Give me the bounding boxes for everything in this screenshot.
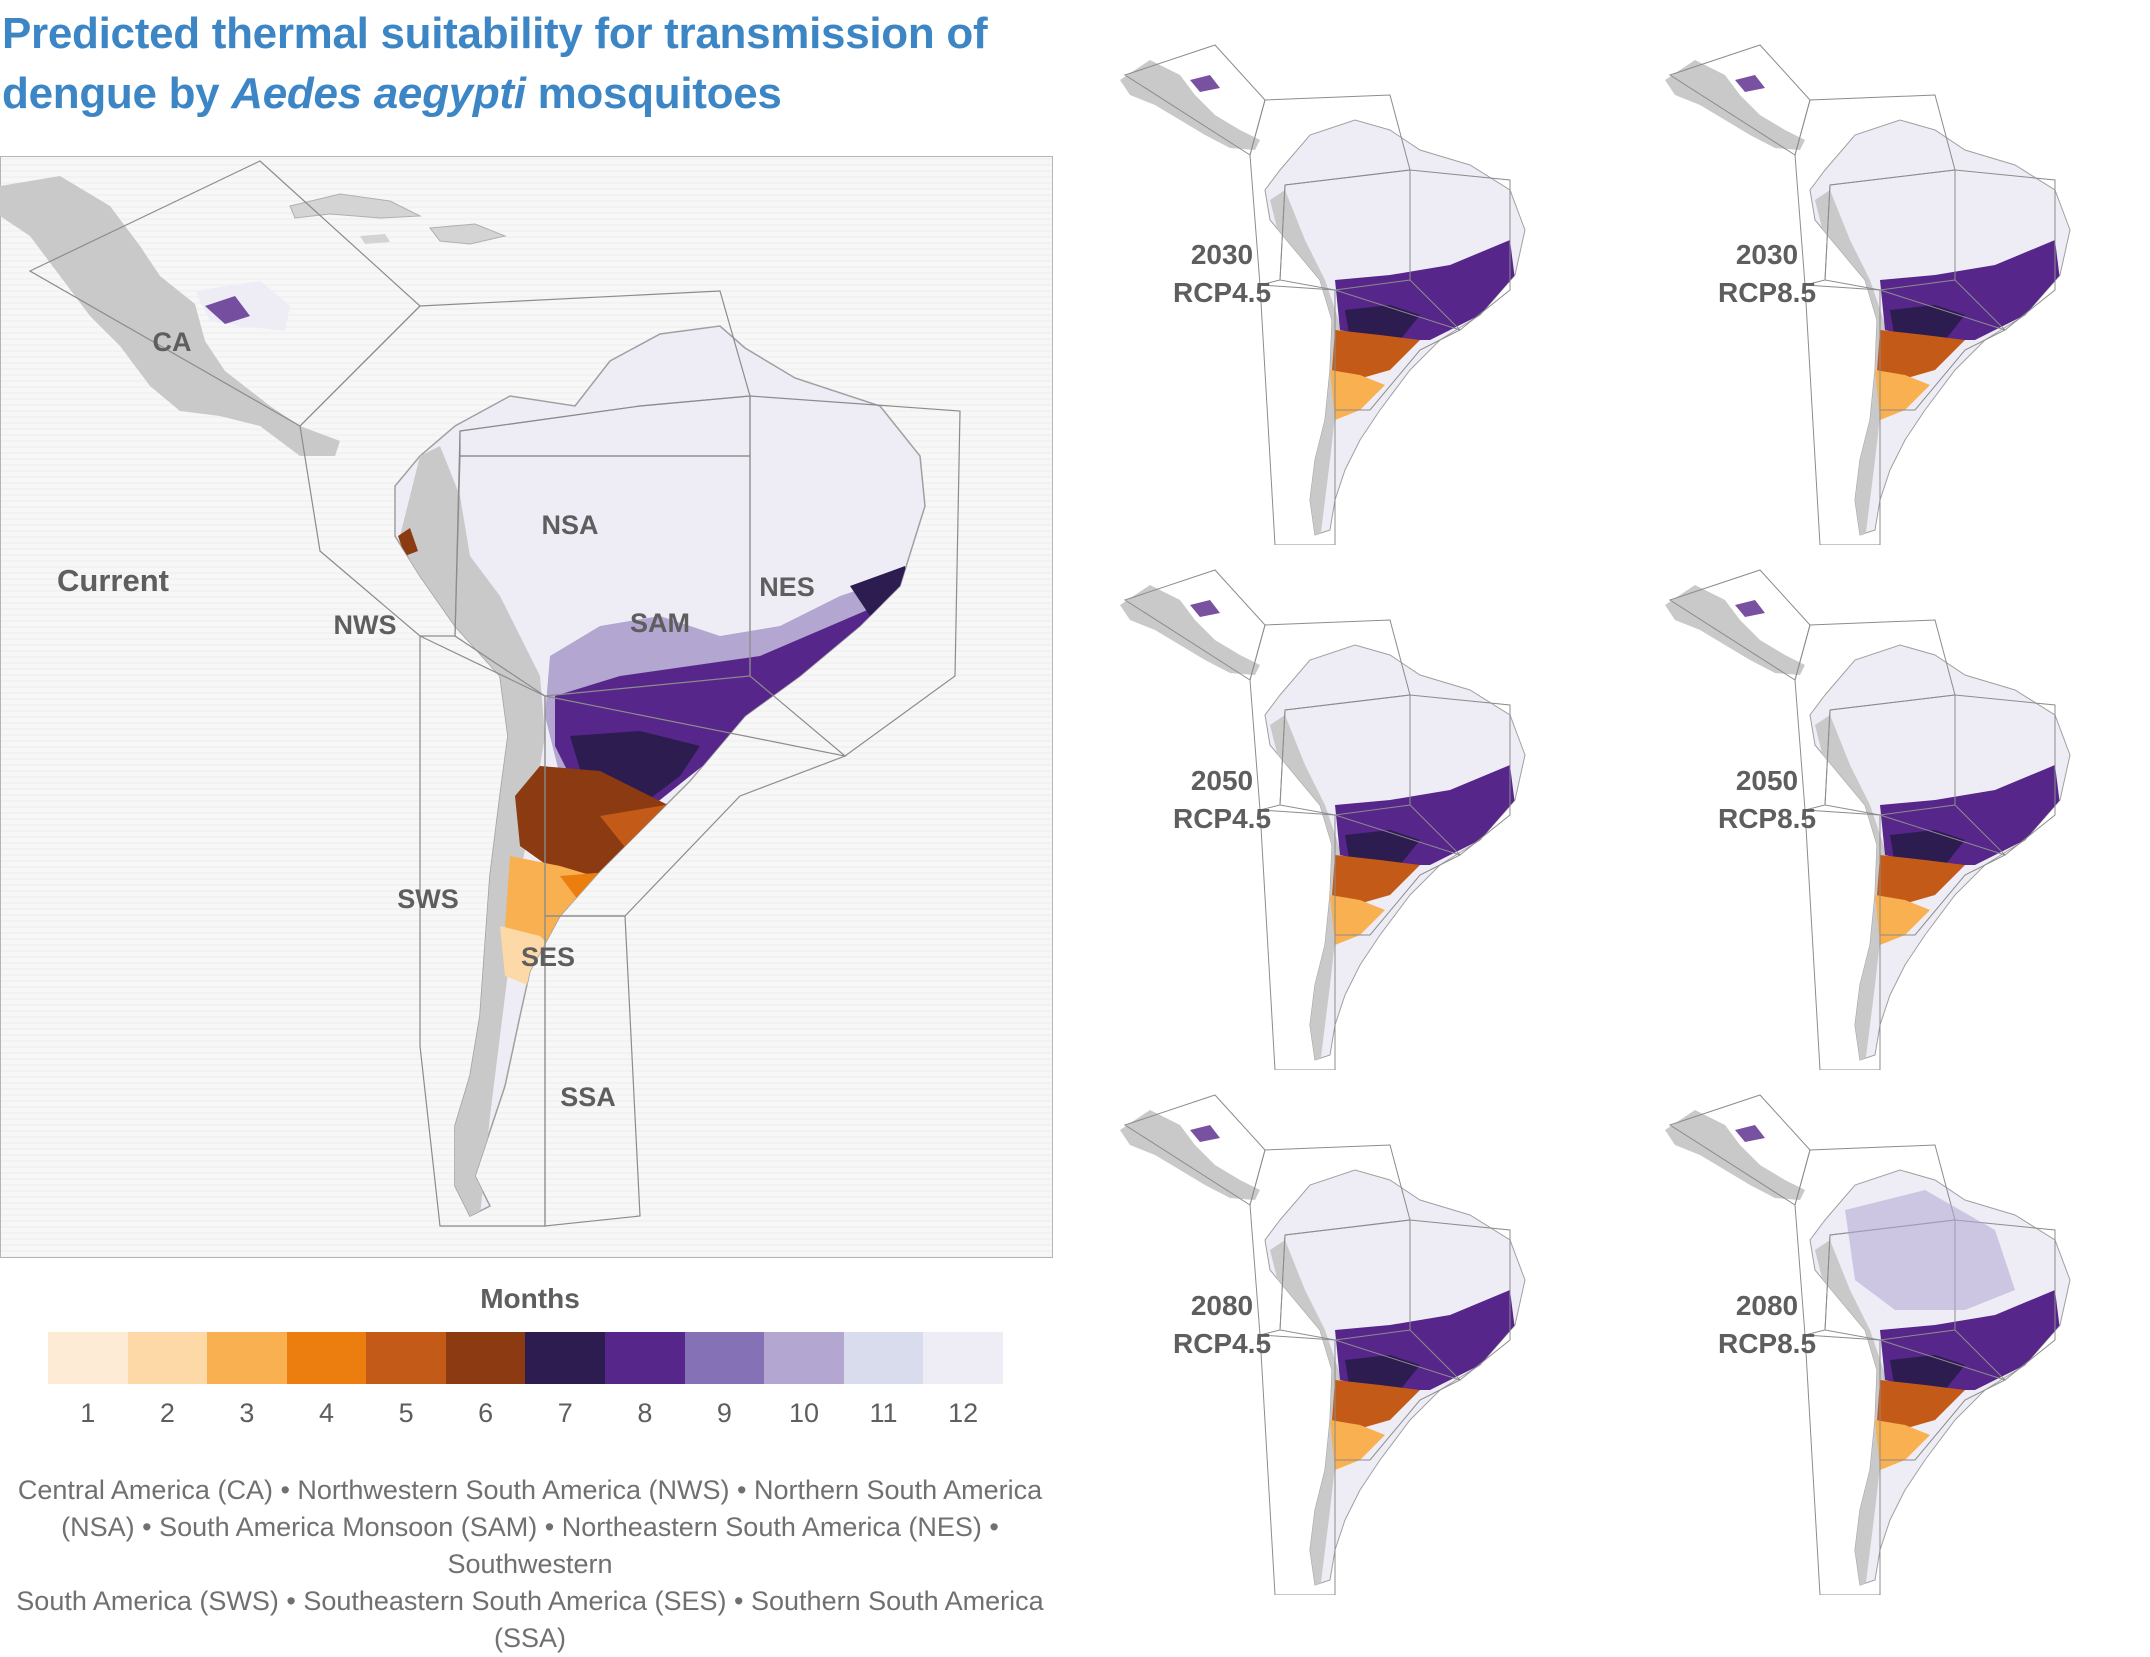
region-label-ses: SES: [521, 942, 575, 972]
region-label-ca: CA: [153, 327, 192, 357]
scenario-label-2030-rcp45: 2030 RCP4.5: [1172, 239, 1272, 308]
legend-swatch-12: [923, 1332, 1003, 1384]
legend-tick-label: 3: [239, 1398, 255, 1428]
hispaniola-island: [429, 223, 507, 245]
caption-line-3: South America (SWS) • Southeastern South…: [16, 1586, 1044, 1653]
scenario-label-2050-rcp85: 2050 RCP8.5: [1717, 765, 1817, 834]
title-line-2: dengue by Aedes aegypti mosquitoes: [2, 69, 782, 118]
region-outlines: [28, 160, 961, 1227]
legend-tick-label: 12: [948, 1398, 979, 1428]
legend-tick-label: 8: [637, 1398, 653, 1428]
region-label-nes: NES: [759, 572, 815, 602]
legend-tick-label: 4: [319, 1398, 335, 1428]
legend-swatch-2: [127, 1332, 208, 1384]
legend-swatch-7: [525, 1332, 606, 1384]
region-label-nsa: NSA: [541, 510, 598, 540]
caption-line-2: (NSA) • South America Monsoon (SAM) • No…: [61, 1512, 999, 1579]
legend-tick-label: 7: [557, 1398, 573, 1428]
legend-tick-label: 11: [869, 1398, 898, 1428]
cuba-island: [289, 193, 422, 219]
legend-tick-label: 10: [788, 1398, 820, 1428]
legend-swatch-3: [207, 1332, 287, 1384]
figure-title: Predicted thermal suitability for transm…: [2, 4, 1062, 124]
legend-tick-label: 6: [478, 1398, 494, 1428]
legend-tick-label: 5: [398, 1398, 414, 1428]
legend-tick-label: 2: [159, 1398, 175, 1428]
legend-title: Months: [480, 1283, 580, 1314]
legend-ticks: 1 2 3 4 5 6 7 8 9 10 11 12: [48, 1398, 1003, 1434]
legend-swatch-4: [286, 1332, 367, 1384]
legend-colorbar: [48, 1332, 1003, 1384]
scenario-label-2050-rcp45: 2050 RCP4.5: [1172, 765, 1272, 834]
legend-tick-label: 1: [80, 1398, 96, 1428]
legend-swatch-1: [48, 1332, 128, 1384]
legend-tick-label: 9: [716, 1398, 732, 1428]
legend-swatch-9: [684, 1332, 765, 1384]
legend-swatch-11: [843, 1332, 924, 1384]
legend-swatch-10: [764, 1332, 844, 1384]
period-label-current: Current: [57, 563, 169, 598]
region-label-sws: SWS: [397, 884, 459, 914]
scenario-label-2080-rcp85: 2080 RCP8.5: [1717, 1290, 1817, 1359]
current-map: CA NWS NSA SAM NES SWS SES SSA Current: [0, 156, 1053, 1258]
legend-swatch-6: [445, 1332, 526, 1384]
legend-swatch-5: [366, 1332, 446, 1384]
region-label-nws: NWS: [334, 610, 397, 640]
region-label-sam: SAM: [630, 608, 690, 638]
central-america-land: [0, 176, 340, 456]
region-caption: Central America (CA) • Northwestern Sout…: [0, 1472, 1060, 1657]
title-line-1: Predicted thermal suitability for transm…: [2, 9, 988, 58]
jamaica-island: [360, 234, 390, 244]
legend-swatch-8: [605, 1332, 685, 1384]
caption-line-1: Central America (CA) • Northwestern Sout…: [17, 1475, 1043, 1505]
region-label-ssa: SSA: [560, 1082, 616, 1112]
scenario-label-2030-rcp85: 2030 RCP8.5: [1717, 239, 1817, 308]
scenario-label-2080-rcp45: 2080 RCP4.5: [1172, 1290, 1272, 1359]
